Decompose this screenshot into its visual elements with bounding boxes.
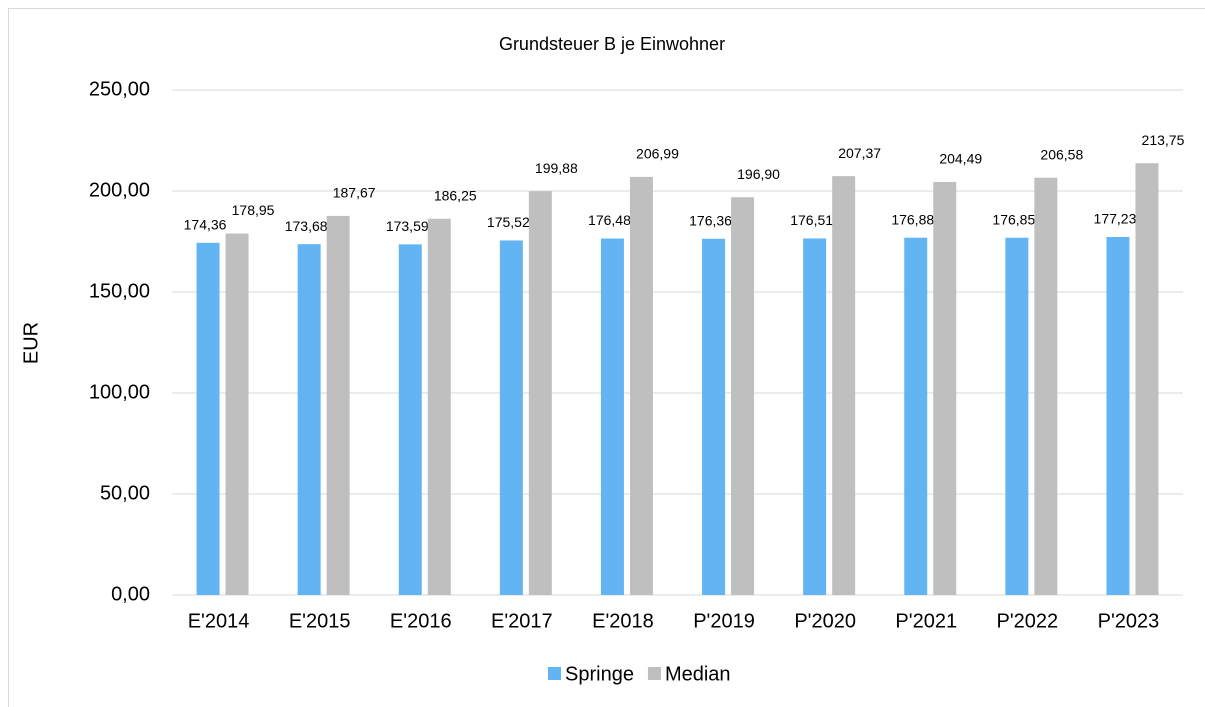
chart-title: Grundsteuer B je Einwohner	[499, 34, 725, 54]
data-label: 206,58	[1040, 146, 1083, 162]
y-tick-label: 250,00	[89, 78, 150, 100]
x-tick-label: P'2022	[997, 610, 1059, 632]
bar	[933, 181, 957, 595]
x-tick-label: P'2021	[895, 610, 957, 632]
data-label: 207,37	[838, 145, 881, 161]
data-label: 174,36	[184, 216, 227, 232]
data-label: 175,52	[487, 214, 530, 230]
bar	[297, 244, 321, 596]
x-tick-label: E'2016	[390, 610, 452, 632]
bar	[904, 237, 928, 595]
x-tick-label: E'2017	[491, 610, 553, 632]
data-label: 177,23	[1094, 211, 1137, 227]
data-label: 204,49	[939, 151, 982, 167]
bar	[1135, 163, 1159, 595]
legend-label: Springe	[565, 663, 634, 685]
bar	[1106, 236, 1130, 595]
data-label: 186,25	[434, 187, 477, 203]
data-label: 206,99	[636, 146, 679, 162]
y-tick-label: 0,00	[111, 583, 150, 605]
bar	[398, 244, 422, 595]
bar	[731, 197, 755, 595]
y-tick-label: 50,00	[100, 482, 150, 504]
data-label: 176,48	[588, 212, 631, 228]
bar	[629, 176, 653, 596]
bar	[1034, 177, 1058, 595]
bar	[702, 238, 726, 595]
y-tick-label: 200,00	[89, 179, 150, 201]
data-label: 196,90	[737, 166, 780, 182]
bar	[803, 238, 827, 595]
data-label: 173,59	[386, 218, 429, 234]
x-tick-label: P'2019	[693, 610, 755, 632]
bar	[600, 238, 624, 595]
bar	[225, 233, 249, 595]
bar	[196, 242, 220, 596]
data-label: 178,95	[232, 202, 275, 218]
x-tick-label: E'2018	[592, 610, 654, 632]
legend-swatch	[548, 667, 561, 680]
x-tick-label: P'2020	[794, 610, 856, 632]
data-label: 176,51	[790, 212, 833, 228]
legend-label: Median	[665, 663, 731, 685]
x-tick-label: P'2023	[1098, 610, 1160, 632]
bar	[427, 218, 451, 595]
y-axis-label: EUR	[20, 322, 42, 364]
data-label: 176,36	[689, 212, 732, 228]
legend-swatch	[647, 667, 661, 680]
data-label: 187,67	[333, 185, 376, 201]
bar	[326, 215, 350, 595]
y-tick-label: 150,00	[89, 280, 150, 302]
y-tick-label: 100,00	[89, 381, 150, 403]
bar	[528, 191, 552, 595]
bar	[1005, 237, 1029, 595]
data-label: 213,75	[1142, 132, 1185, 148]
data-label: 176,85	[992, 211, 1035, 227]
bar	[499, 240, 523, 596]
bar	[832, 176, 856, 595]
data-label: 199,88	[535, 160, 578, 176]
x-tick-label: E'2014	[188, 610, 250, 632]
data-label: 176,88	[891, 211, 934, 227]
x-tick-label: E'2015	[289, 610, 351, 632]
data-label: 173,68	[285, 218, 328, 234]
